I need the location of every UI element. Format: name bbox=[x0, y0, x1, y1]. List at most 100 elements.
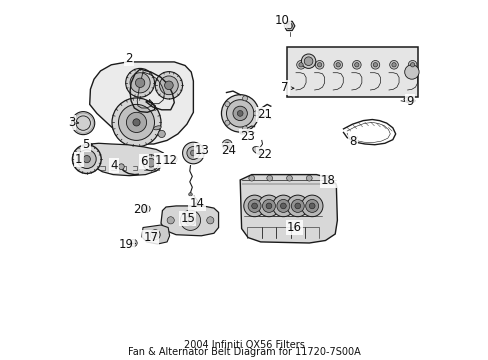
Ellipse shape bbox=[153, 126, 161, 130]
Circle shape bbox=[190, 150, 196, 156]
Circle shape bbox=[242, 96, 247, 101]
Circle shape bbox=[186, 147, 200, 159]
Circle shape bbox=[83, 156, 90, 163]
Text: 10: 10 bbox=[274, 14, 289, 27]
Circle shape bbox=[247, 199, 261, 212]
Circle shape bbox=[222, 140, 232, 150]
Circle shape bbox=[118, 164, 124, 170]
Text: 23: 23 bbox=[240, 130, 254, 143]
Circle shape bbox=[317, 63, 321, 67]
Circle shape bbox=[72, 112, 95, 135]
Text: 5: 5 bbox=[82, 138, 90, 151]
Text: 7: 7 bbox=[281, 81, 288, 94]
Polygon shape bbox=[161, 206, 218, 236]
Circle shape bbox=[389, 60, 398, 69]
Circle shape bbox=[404, 65, 418, 79]
Polygon shape bbox=[284, 21, 294, 31]
Ellipse shape bbox=[239, 127, 247, 134]
Circle shape bbox=[188, 193, 192, 196]
Circle shape bbox=[242, 126, 247, 131]
Circle shape bbox=[130, 239, 137, 247]
Text: 8: 8 bbox=[349, 135, 356, 148]
Circle shape bbox=[244, 195, 265, 217]
Circle shape bbox=[237, 111, 243, 116]
Circle shape bbox=[324, 175, 329, 181]
Circle shape bbox=[253, 111, 258, 116]
Text: 24: 24 bbox=[221, 144, 235, 157]
Text: 4: 4 bbox=[110, 159, 118, 172]
Circle shape bbox=[262, 199, 275, 212]
Circle shape bbox=[232, 106, 247, 121]
Polygon shape bbox=[240, 175, 337, 243]
Circle shape bbox=[266, 175, 272, 181]
Text: 20: 20 bbox=[133, 203, 148, 216]
Circle shape bbox=[258, 195, 279, 217]
Circle shape bbox=[298, 63, 303, 67]
Circle shape bbox=[118, 104, 154, 140]
Circle shape bbox=[354, 63, 358, 67]
Circle shape bbox=[72, 145, 101, 174]
FancyBboxPatch shape bbox=[286, 47, 418, 97]
Circle shape bbox=[276, 199, 289, 212]
Circle shape bbox=[309, 203, 314, 209]
Circle shape bbox=[301, 54, 315, 68]
Ellipse shape bbox=[403, 97, 414, 103]
Circle shape bbox=[185, 215, 195, 225]
Circle shape bbox=[224, 142, 229, 147]
Circle shape bbox=[164, 81, 173, 90]
Circle shape bbox=[251, 203, 257, 209]
Circle shape bbox=[370, 60, 379, 69]
Circle shape bbox=[306, 175, 311, 181]
Circle shape bbox=[206, 217, 213, 224]
Text: 19: 19 bbox=[119, 238, 134, 251]
Circle shape bbox=[301, 195, 322, 217]
Circle shape bbox=[164, 156, 171, 163]
Circle shape bbox=[409, 63, 414, 67]
Circle shape bbox=[221, 95, 258, 132]
Text: 9: 9 bbox=[406, 95, 413, 108]
Circle shape bbox=[286, 175, 292, 181]
Circle shape bbox=[315, 60, 323, 69]
Circle shape bbox=[112, 98, 161, 147]
Circle shape bbox=[224, 120, 229, 125]
Circle shape bbox=[291, 199, 304, 212]
Polygon shape bbox=[90, 143, 165, 176]
Circle shape bbox=[180, 210, 200, 230]
Circle shape bbox=[248, 175, 254, 181]
Circle shape bbox=[155, 72, 182, 99]
Circle shape bbox=[170, 156, 177, 163]
Circle shape bbox=[333, 60, 342, 69]
Circle shape bbox=[152, 232, 158, 237]
Text: 6: 6 bbox=[140, 155, 147, 168]
Text: 3: 3 bbox=[68, 116, 75, 129]
Circle shape bbox=[77, 150, 96, 168]
Text: 18: 18 bbox=[320, 174, 335, 187]
Circle shape bbox=[286, 23, 292, 29]
Polygon shape bbox=[142, 225, 169, 244]
Circle shape bbox=[125, 68, 154, 97]
Circle shape bbox=[391, 63, 395, 67]
Circle shape bbox=[224, 102, 229, 107]
Text: 22: 22 bbox=[256, 148, 271, 161]
Circle shape bbox=[335, 63, 340, 67]
Circle shape bbox=[286, 195, 308, 217]
Circle shape bbox=[150, 230, 160, 240]
Circle shape bbox=[126, 112, 146, 132]
Circle shape bbox=[296, 60, 305, 69]
Text: 21: 21 bbox=[256, 108, 271, 121]
Circle shape bbox=[182, 142, 204, 164]
Circle shape bbox=[226, 100, 253, 127]
Circle shape bbox=[265, 203, 271, 209]
Circle shape bbox=[304, 57, 312, 66]
Circle shape bbox=[294, 203, 300, 209]
Text: 11: 11 bbox=[155, 154, 169, 167]
Circle shape bbox=[133, 119, 140, 126]
Text: 15: 15 bbox=[180, 212, 195, 225]
Ellipse shape bbox=[252, 147, 263, 154]
Circle shape bbox=[146, 158, 155, 167]
Text: 16: 16 bbox=[286, 221, 301, 234]
Text: 12: 12 bbox=[162, 154, 177, 167]
Text: 14: 14 bbox=[189, 197, 204, 210]
Polygon shape bbox=[89, 62, 193, 144]
Circle shape bbox=[167, 217, 174, 224]
